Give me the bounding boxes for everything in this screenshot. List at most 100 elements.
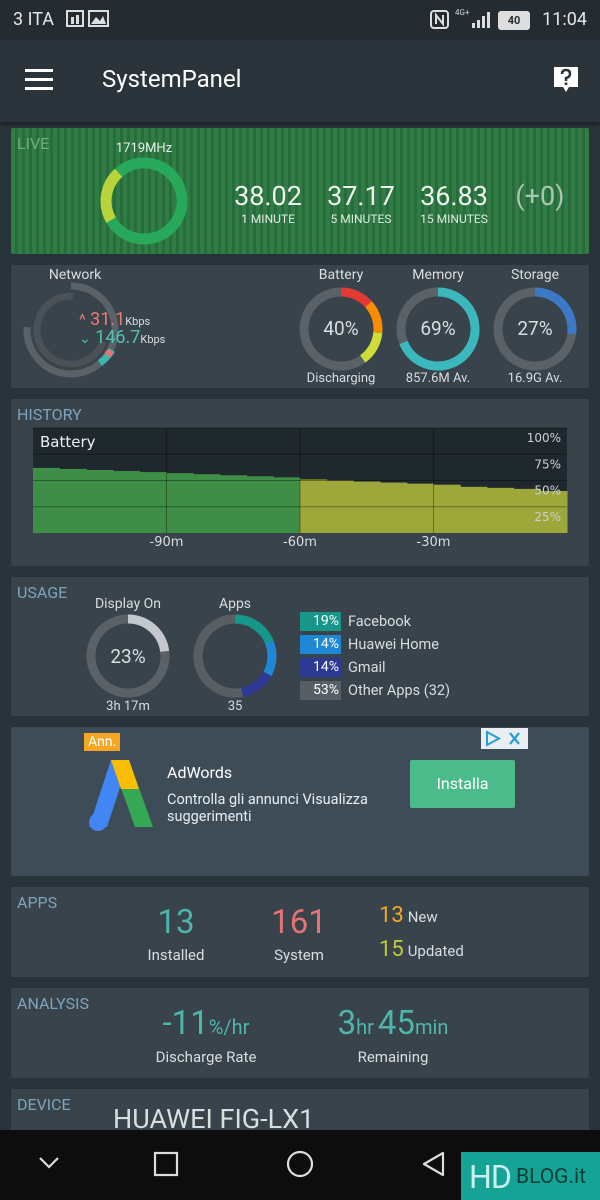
load-period: 5 MINUTES: [330, 212, 392, 226]
display-arc: [127, 614, 170, 653]
ad-title: AdWords: [167, 763, 233, 782]
legend-percent: 53%: [300, 681, 341, 700]
apps-title: Apps: [218, 596, 252, 612]
history-bar: [86, 470, 114, 533]
updated-apps: 15 Updated: [379, 937, 464, 962]
apps-arc: [263, 640, 277, 676]
history-bar: [513, 488, 541, 533]
adwords-logo: [89, 760, 153, 831]
x-tick-label: -30m: [417, 535, 451, 550]
upload-arrow: ^: [79, 310, 86, 329]
watermark: HD BLOG.it: [461, 1152, 600, 1200]
rate-caption: Discharge Rate: [155, 1048, 257, 1066]
upload-value: 31.1: [90, 309, 126, 330]
home-button[interactable]: [286, 1150, 314, 1178]
gauge-caption: 16.9G Av.: [507, 371, 563, 386]
app-title: SystemPanel: [102, 65, 242, 93]
history-bar: [219, 475, 248, 533]
y-tick-label: 50%: [534, 484, 561, 498]
history-bar: [193, 474, 221, 533]
history-bar: [59, 468, 87, 533]
usage-rings: [86, 614, 277, 698]
installed-caption: Installed: [147, 946, 205, 964]
section-label: USAGE: [17, 583, 68, 602]
new-apps: 13 New: [379, 903, 438, 928]
history-bar: [486, 487, 515, 533]
signal-icon: [472, 12, 490, 28]
history-bar: [273, 477, 301, 533]
section-label: ANALYSIS: [17, 994, 90, 1013]
overview-card: Network ^ 31.1Kbps ⌄ 146.7Kbps Battery 40…: [11, 265, 589, 388]
section-label: DEVICE: [17, 1095, 71, 1114]
gauge-percent: 69%: [420, 317, 456, 340]
menu-button[interactable]: [25, 69, 55, 91]
legend-name: Gmail: [348, 659, 386, 676]
back-button[interactable]: [422, 1151, 445, 1177]
new-caption: New: [407, 908, 438, 926]
watermark-brand: HD: [469, 1158, 512, 1196]
x-tick-label: -90m: [150, 535, 184, 550]
apps-arc: [193, 614, 243, 698]
legend-name: Other Apps (32): [348, 682, 451, 699]
apps-arc: [234, 614, 274, 645]
navigation-bar: HD BLOG.it: [0, 1130, 600, 1200]
analysis-card: ANALYSIS -11%/hr Discharge Rate 3hr 45mi…: [11, 988, 589, 1078]
status-icons: [66, 10, 109, 27]
load-value: 37.17: [327, 180, 395, 212]
gauge-title: Memory: [412, 267, 464, 283]
download-value: 146.7: [95, 327, 141, 348]
nfc-icon: [430, 10, 449, 29]
device-model: HUAWEI FIG-LX1: [113, 1103, 315, 1135]
nav-icons: [39, 1150, 445, 1178]
watermark-suffix: BLOG.it: [516, 1165, 586, 1189]
cpu-frequency: 1719MHz: [115, 141, 173, 156]
history-bar: [166, 473, 194, 533]
recents-button[interactable]: [153, 1151, 179, 1177]
help-button[interactable]: [552, 65, 580, 95]
carrier: 3 ITA: [13, 9, 55, 30]
legend-name: Facebook: [348, 613, 411, 630]
new-count: 13: [379, 903, 404, 928]
load-period: 15 MINUTES: [420, 212, 488, 226]
section-label: APPS: [17, 893, 58, 912]
app-bar: SystemPanel: [0, 40, 600, 122]
apps-caption: 35: [227, 699, 243, 714]
gauge-title: Battery: [318, 267, 364, 283]
gauge-caption: 857.6M Av.: [405, 371, 471, 386]
hours-value: 3: [337, 1004, 357, 1043]
history-bar: [406, 483, 434, 533]
legend-percent: 19%: [300, 612, 341, 631]
installed-count: 13: [157, 903, 195, 942]
history-bar: [433, 484, 461, 533]
gauge-arc: [534, 287, 577, 335]
ad-card[interactable]: Ann. AdWords Controlla gli annunci Visua…: [11, 727, 589, 876]
status-bar: 3 ITA 4G+ 40 11:04: [0, 0, 600, 40]
gauge-arc: [340, 287, 372, 308]
ad-choices[interactable]: [481, 728, 528, 749]
y-tick-label: 25%: [534, 510, 561, 524]
usage-card: USAGE Display On Apps 23% 3h 17m 35 19% F…: [11, 577, 589, 716]
display-percent: 23%: [110, 645, 146, 668]
history-bar: [460, 486, 488, 533]
install-button[interactable]: Installa: [410, 760, 515, 808]
load-change: (+0): [515, 180, 565, 212]
history-bar: [113, 471, 141, 533]
rate-value: -11: [162, 1004, 209, 1043]
upload-rate: ^ 31.1Kbps: [79, 309, 150, 330]
load-value: 38.02: [234, 180, 302, 212]
history-bar: [540, 491, 568, 533]
download-rate: ⌄ 146.7Kbps: [79, 327, 165, 348]
history-bar: [246, 476, 274, 533]
minutes-value: 45: [377, 1004, 415, 1043]
network-type: 4G+: [455, 8, 470, 17]
y-tick-label: 100%: [527, 431, 561, 445]
system-count: 161: [271, 903, 327, 942]
clock: 11:04: [542, 9, 587, 30]
hide-nav-button[interactable]: [39, 1157, 59, 1169]
gauge-title: Storage: [510, 267, 560, 283]
legend-percent: 14%: [300, 658, 341, 677]
hours-unit: hr: [356, 1015, 374, 1039]
upload-unit: Kbps: [125, 315, 151, 328]
